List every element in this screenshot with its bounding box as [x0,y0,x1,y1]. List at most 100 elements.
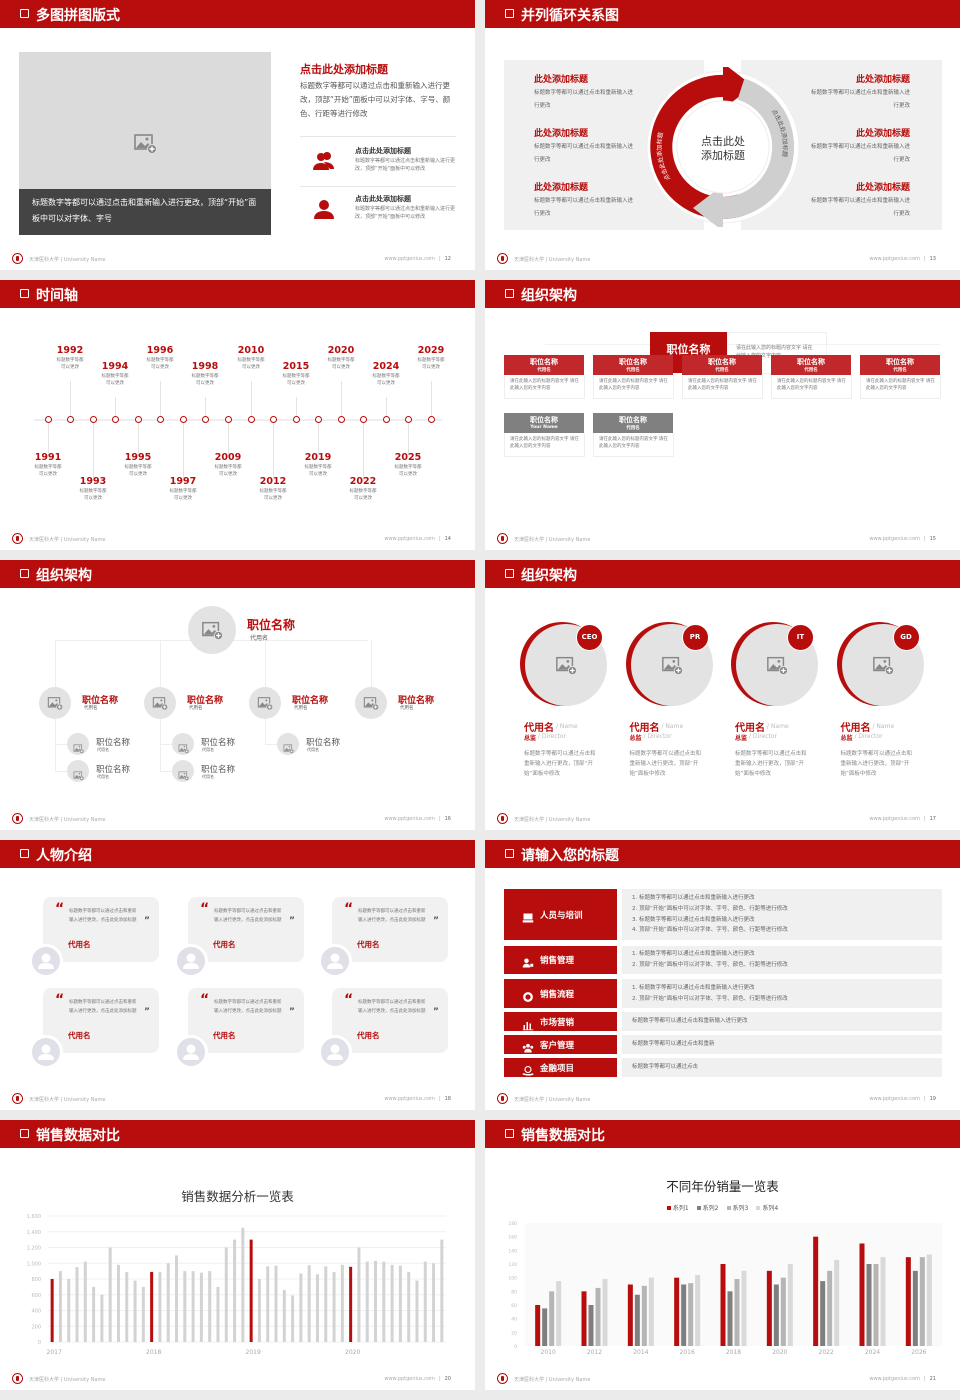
legend-item[interactable]: 系列4 [756,1205,778,1212]
testimonial-card[interactable]: “ 标题数字等都可以通过点击和重新输入进行更改，点击此处添加标题 ” 代用名 [332,897,448,962]
training-icon [522,909,534,922]
quote-text: 标题数字等都可以通过点击和重新输入进行更改，点击此处添加标题 [358,1000,426,1014]
timeline-dot[interactable] [156,416,164,423]
category-label[interactable]: 销售管理 [504,946,617,974]
x-tick-label: 2018 [726,1349,741,1356]
person-role: 总监 [524,735,537,742]
position-box-header[interactable]: 职位名称 代用名 [504,355,584,375]
image-caption-bar: 标题数字等都可以通过点击和重新输入进行更改，顶部“开始”面板中可以对字体、字号 [19,189,271,235]
x-tick-label: 2018 [146,1349,161,1356]
testimonial-card[interactable]: “ 标题数字等都可以通过点击和重新输入进行更改，点击此处添加标题 ” 代用名 [188,897,304,962]
testimonial-card[interactable]: “ 标题数字等都可以通过点击和重新输入进行更改，点击此处添加标题 ” 代用名 [332,988,448,1053]
bar [116,1264,120,1342]
close-quote-icon: ” [433,916,439,926]
bar [241,1227,245,1342]
testimonial-card[interactable]: “ 标题数字等都可以通过点击和重新输入进行更改，点击此处添加标题 ” 代用名 [43,988,159,1053]
bar [813,1236,819,1346]
avatar-placeholder[interactable] [39,687,71,719]
bar [175,1255,179,1342]
timeline-text: 标题数字等都可以更改 [327,358,355,370]
slide-14: 时间轴 天津医科大学 | University Name www.pptgenius… [0,280,475,550]
bar [780,1277,786,1346]
position-box-header[interactable]: 职位名称 代用名 [771,355,851,375]
footer-right: www.pptgenius.com | 16 [384,816,451,822]
timeline-dot[interactable] [404,416,412,423]
divider [300,136,456,137]
avatar-placeholder[interactable] [249,687,281,719]
close-quote-icon: ” [144,1007,150,1017]
position-desc: 请在此输入您的标题内容文字 请在此输入您的文字内容 [866,379,935,391]
timeline-dot[interactable] [359,416,367,423]
site-url: www.pptgenius.com [869,816,920,822]
timeline-dot[interactable] [179,416,187,423]
bar [357,1247,361,1342]
timeline-text: 标题数字等都可以更改 [259,489,287,501]
timeline-dot[interactable] [89,416,97,423]
university-name: 天津医科大学 | University Name [29,817,106,823]
right-item-title: 此处添加标题 [855,183,910,193]
bar [274,1265,278,1342]
timeline-dot[interactable] [292,416,300,423]
legend-item[interactable]: 系列3 [726,1205,748,1212]
badge-text: IT [796,633,805,641]
category-label[interactable]: 客户管理 [504,1035,617,1054]
timeline-dot[interactable] [247,416,255,423]
timeline-dot[interactable] [314,416,322,423]
category-name: 金融项目 [540,1063,575,1074]
avatar-placeholder[interactable] [355,687,387,719]
position-box-body: 请在此输入您的标题内容文字 请在此输入您的文字内容 [504,433,585,457]
bar [827,1270,833,1346]
legend-item[interactable]: 系列1 [666,1205,689,1212]
category-label[interactable]: 金融项目 [504,1058,617,1077]
right-item-text: 标题数字等都可以通过点击和重新输入进行更改 [810,144,910,163]
timeline-dot[interactable] [66,416,74,423]
position-box-header[interactable]: 职位名称 代用名 [682,355,762,375]
avatar-placeholder[interactable] [188,606,236,654]
position-desc: 请在此输入您的标题内容文字 请在此输入您的文字内容 [599,437,668,449]
bar [741,1270,747,1346]
position-box-header[interactable]: 职位名称 代用名 [860,355,940,375]
timeline-dot[interactable] [44,416,52,423]
right-item-text: 标题数字等都可以通过点击和重新输入进行更改 [810,90,910,109]
site-url: www.pptgenius.com [869,536,920,542]
top-title: 职位名称 [247,618,296,632]
timeline-connector [251,381,252,417]
bar [820,1281,826,1346]
position-box-header[interactable]: 职位名称 代用名 [593,355,673,375]
testimonial-card[interactable]: “ 标题数字等都可以通过点击和重新输入进行更改，点击此处添加标题 ” 代用名 [188,988,304,1053]
slide-header: 销售数据对比 [0,1120,475,1148]
category-label[interactable]: 销售流程 [504,979,617,1008]
org-connector [265,640,266,687]
avatar-icon [174,944,208,978]
user-icon [312,197,336,221]
avatar-placeholder[interactable] [144,687,176,719]
timeline-dot[interactable] [201,416,209,423]
image-placeholder[interactable] [19,52,271,189]
person-name: 代用名 [735,723,765,734]
bar [859,1243,865,1346]
timeline-dot[interactable] [427,416,435,423]
x-tick-label: 2016 [680,1349,695,1356]
bar [674,1277,680,1346]
timeline-dot[interactable] [111,416,119,423]
timeline-dot[interactable] [382,416,390,423]
staff-sub: 代用名 [97,774,109,779]
timeline-dot[interactable] [224,416,232,423]
role-badge: IT [787,624,814,651]
position-box-body: 请在此输入您的标题内容文字 请在此输入您的文字内容 [860,375,941,399]
position-box-header[interactable]: 职位名称 代用名 [593,413,673,433]
bar [588,1305,594,1346]
testimonial-card[interactable]: “ 标题数字等都可以通过点击和重新输入进行更改，点击此处添加标题 ” 代用名 [43,897,159,962]
timeline-dot[interactable] [337,416,345,423]
site-url: www.pptgenius.com [869,1376,920,1382]
position-box-header[interactable]: 职位名称 Your Name [504,413,584,433]
timeline-text: 标题数字等都可以更改 [394,465,422,477]
timeline-dot[interactable] [269,416,277,423]
category-label[interactable]: 人员与培训 [504,889,617,940]
bar [535,1305,541,1346]
legend-item[interactable]: 系列2 [696,1205,719,1212]
university-logo-icon [497,813,508,824]
slide-20: 销售数据对比 天津医科大学 | University Name www.pptgen… [0,1120,475,1390]
timeline-dot[interactable] [134,416,142,423]
category-label[interactable]: 市场营销 [504,1012,617,1031]
